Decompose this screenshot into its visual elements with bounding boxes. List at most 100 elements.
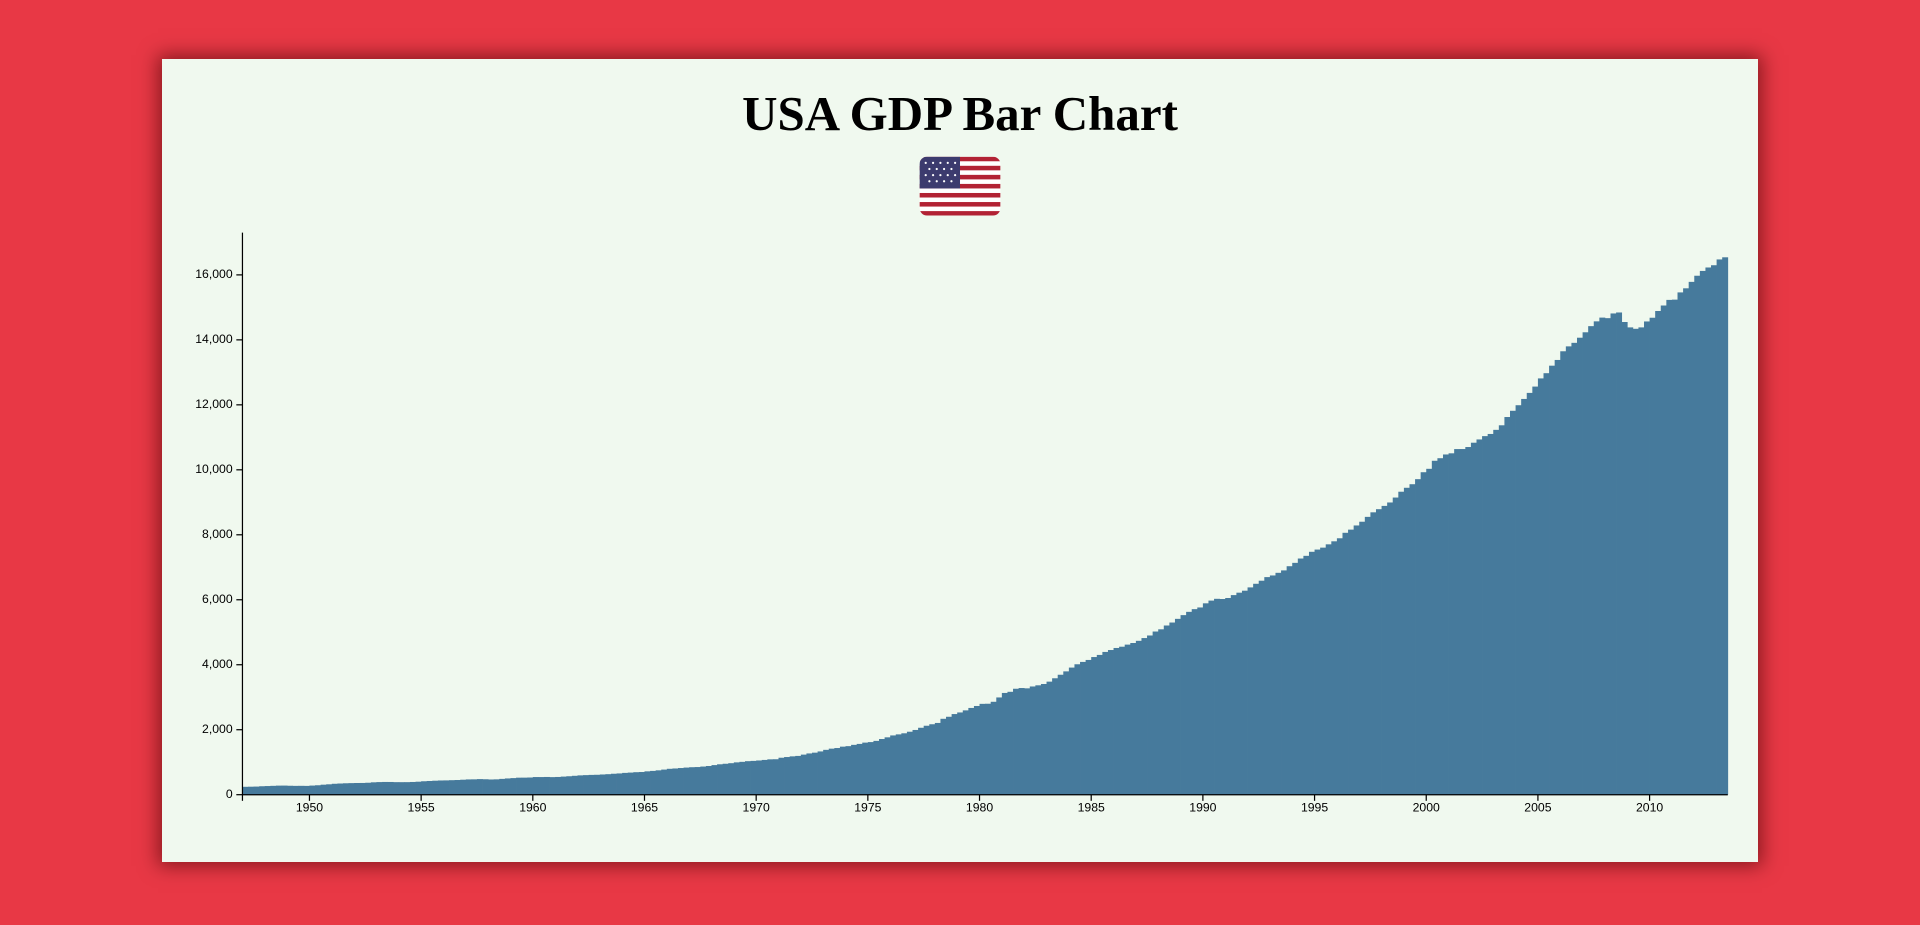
bar	[677, 768, 684, 795]
bar	[1537, 378, 1544, 795]
bar	[1577, 337, 1583, 795]
bar	[577, 775, 584, 795]
bar	[828, 748, 835, 795]
bar	[912, 729, 919, 795]
bar	[1671, 299, 1678, 795]
x-tick-label: 1960	[519, 800, 546, 814]
bar	[359, 782, 366, 795]
bar	[1509, 410, 1516, 795]
x-tick-label: 1980	[966, 800, 993, 814]
bar	[1180, 615, 1187, 795]
bar	[348, 783, 355, 795]
bar	[1314, 549, 1321, 795]
bar	[895, 734, 902, 795]
bar	[1275, 572, 1282, 795]
bar	[1331, 541, 1338, 795]
bar	[622, 772, 629, 795]
bar	[281, 785, 288, 795]
bar	[733, 762, 740, 795]
bar	[393, 782, 400, 795]
bar	[571, 775, 578, 795]
bar	[1470, 442, 1477, 795]
bar	[259, 786, 266, 795]
bar	[387, 781, 394, 795]
bar	[1158, 629, 1165, 795]
bar	[1593, 321, 1600, 795]
bar	[879, 739, 885, 795]
bar	[1688, 281, 1695, 795]
y-tick-label: 16,000	[195, 267, 233, 281]
bar	[1699, 270, 1706, 795]
bar	[666, 768, 673, 795]
flag-icon	[919, 156, 1001, 216]
bar	[1068, 667, 1075, 795]
bar	[1716, 259, 1723, 795]
x-tick-label: 2005	[1524, 800, 1551, 814]
bar	[1169, 622, 1176, 795]
bar	[365, 782, 372, 795]
bar	[1141, 638, 1148, 795]
bar	[398, 782, 405, 795]
bar	[795, 755, 802, 795]
bar	[1705, 267, 1712, 795]
bar	[309, 785, 316, 795]
bar	[1085, 659, 1092, 795]
bar	[946, 716, 952, 795]
bar	[588, 774, 595, 795]
bar	[839, 746, 846, 795]
bar	[739, 761, 746, 795]
bar	[1504, 417, 1511, 795]
bar	[409, 781, 416, 795]
bar	[761, 759, 768, 795]
bar	[1208, 600, 1215, 795]
bar	[973, 705, 980, 795]
x-tick-label: 2000	[1413, 800, 1440, 814]
bar	[1303, 555, 1310, 795]
bar	[315, 785, 321, 795]
bar	[594, 774, 601, 795]
bar	[1018, 688, 1025, 795]
bar	[610, 773, 617, 795]
bar	[471, 779, 478, 795]
bar	[1711, 265, 1717, 795]
bar	[1063, 671, 1070, 795]
bar	[1052, 678, 1059, 795]
bar	[929, 724, 936, 795]
bar	[326, 784, 333, 795]
bar	[1392, 497, 1399, 795]
bar	[504, 778, 511, 795]
bar	[1493, 429, 1500, 795]
bar	[1174, 618, 1181, 795]
bar	[1124, 644, 1131, 795]
x-tick-label: 1950	[296, 800, 323, 814]
bar	[1264, 577, 1271, 795]
bar	[851, 744, 858, 795]
y-tick-label: 2,000	[202, 722, 233, 736]
bar	[465, 779, 472, 795]
bar	[248, 786, 254, 795]
bar	[1621, 322, 1628, 795]
bar	[717, 764, 724, 795]
bar	[1035, 685, 1042, 795]
bar	[745, 761, 751, 795]
bar	[1722, 257, 1729, 795]
bar	[242, 786, 249, 795]
bar	[756, 760, 763, 795]
bar	[990, 701, 997, 795]
bar	[627, 772, 634, 795]
bar	[867, 742, 874, 795]
bar	[1403, 487, 1410, 795]
bar	[1230, 595, 1237, 795]
bar	[1655, 310, 1662, 795]
bar	[650, 770, 657, 795]
bar	[599, 774, 606, 795]
bar	[962, 710, 969, 795]
x-tick-label: 1990	[1189, 800, 1216, 814]
bar	[1096, 654, 1103, 795]
bar	[1292, 562, 1299, 795]
bar	[1325, 544, 1332, 795]
bar	[287, 785, 294, 795]
bar	[549, 777, 556, 795]
